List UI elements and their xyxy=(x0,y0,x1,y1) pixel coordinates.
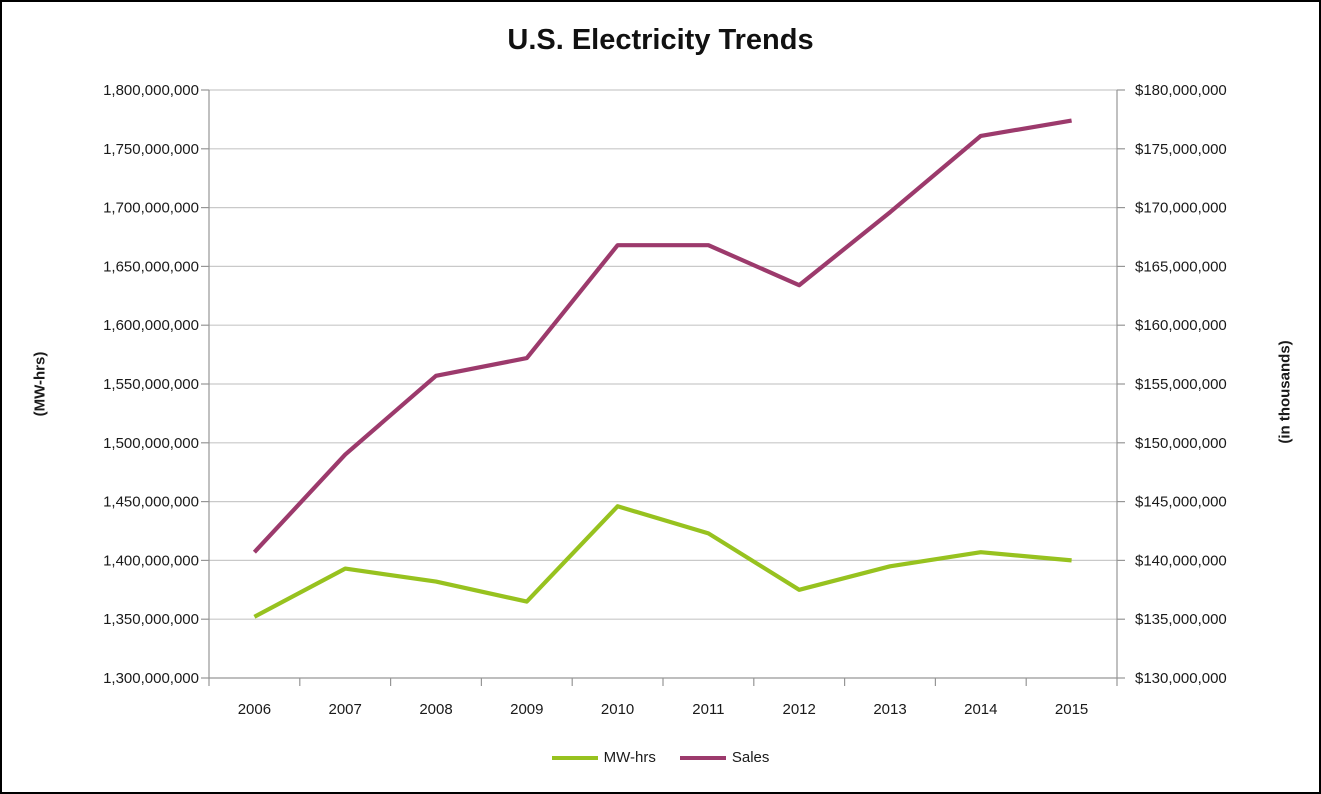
right-axis-tick-label: $160,000,000 xyxy=(1135,317,1227,334)
right-axis-tick-label: $135,000,000 xyxy=(1135,611,1227,628)
legend-label-sales: Sales xyxy=(731,749,770,766)
left-axis-tick-label: 1,600,000,000 xyxy=(103,317,199,334)
right-axis-tick-label: $175,000,000 xyxy=(1135,141,1227,158)
left-axis-tick-label: 1,800,000,000 xyxy=(103,82,199,99)
x-axis-tick-label: 2007 xyxy=(329,701,362,718)
x-axis-tick-label: 2010 xyxy=(601,701,634,718)
left-axis-tick-label: 1,700,000,000 xyxy=(103,200,199,217)
right-axis-tick-label: $180,000,000 xyxy=(1135,82,1227,99)
left-axis-tick-label: 1,350,000,000 xyxy=(103,611,199,628)
legend-label-mw-hrs: MW-hrs xyxy=(603,749,656,766)
right-axis-tick-label: $130,000,000 xyxy=(1135,670,1227,687)
legend-item-sales: Sales xyxy=(679,749,770,766)
x-axis-tick-label: 2015 xyxy=(1055,701,1088,718)
left-axis-tick-label: 1,750,000,000 xyxy=(103,141,199,158)
left-axis-tick-label: 1,400,000,000 xyxy=(103,552,199,569)
left-axis-tick-label: 1,450,000,000 xyxy=(103,494,199,511)
x-axis-tick-label: 2008 xyxy=(419,701,452,718)
left-axis-title: (MW-hrs) xyxy=(31,351,49,417)
right-axis-tick-label: $155,000,000 xyxy=(1135,376,1227,393)
left-axis-tick-label: 1,550,000,000 xyxy=(103,376,199,393)
series-line-sales xyxy=(252,118,1072,554)
right-axis-tick-label: $150,000,000 xyxy=(1135,435,1227,452)
mw-hrs-line-swatch xyxy=(551,755,598,760)
chart-title: U.S. Electricity Trends xyxy=(507,24,814,56)
right-axis-tick-label: $145,000,000 xyxy=(1135,494,1227,511)
left-axis-tick-label: 1,500,000,000 xyxy=(103,435,199,452)
x-axis-tick-label: 2011 xyxy=(692,701,724,718)
left-axis-tick-label: 1,650,000,000 xyxy=(103,258,199,275)
x-axis-tick-label: 2013 xyxy=(873,701,906,718)
right-axis-tick-label: $165,000,000 xyxy=(1135,258,1227,275)
sales-line-swatch xyxy=(679,755,726,760)
legend: MW-hrs Sales xyxy=(2,749,1319,766)
x-axis-tick-label: 2014 xyxy=(964,701,997,718)
legend-item-mw-hrs: MW-hrs xyxy=(551,749,656,766)
x-axis-tick-label: 2012 xyxy=(783,701,816,718)
left-axis-tick-label: 1,300,000,000 xyxy=(103,670,199,687)
right-axis-tick-label: $170,000,000 xyxy=(1135,200,1227,217)
right-axis-title: (in thousands) xyxy=(1276,340,1294,444)
x-axis-tick-label: 2006 xyxy=(238,701,271,718)
right-axis-tick-label: $140,000,000 xyxy=(1135,552,1227,569)
series-line-mw-hrs xyxy=(253,504,1072,619)
x-axis-tick-label: 2009 xyxy=(510,701,543,718)
